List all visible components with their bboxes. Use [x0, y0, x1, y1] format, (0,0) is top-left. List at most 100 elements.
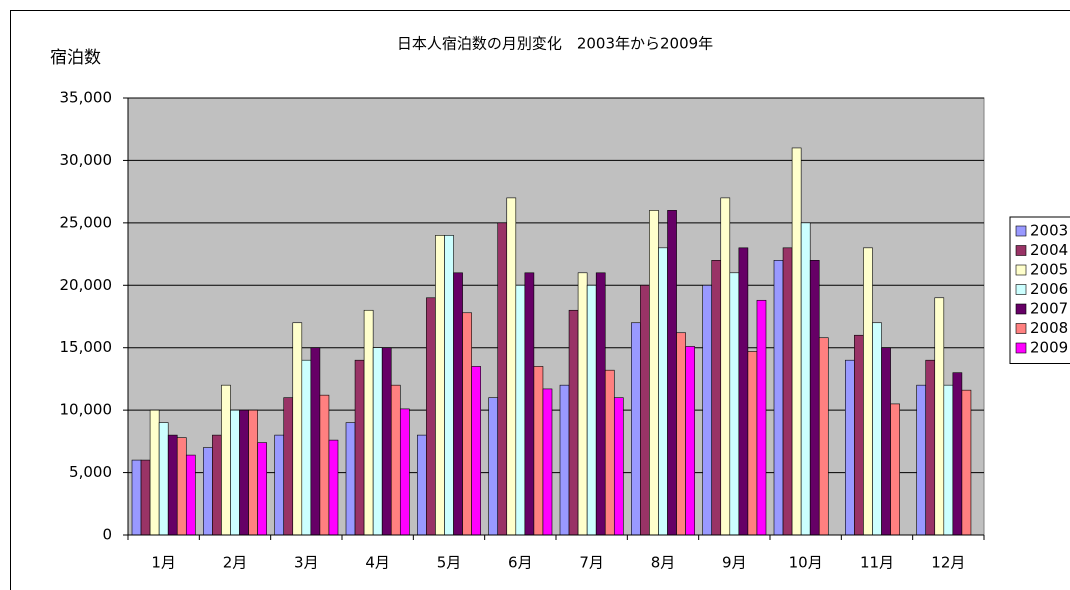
- bar: [319, 394, 330, 536]
- bar: [140, 459, 151, 536]
- legend-label: 2003: [1030, 222, 1068, 240]
- bar: [577, 272, 588, 536]
- bar: [435, 235, 445, 536]
- bar: [559, 384, 570, 536]
- bar: [916, 384, 927, 536]
- legend-swatch: [1015, 323, 1027, 334]
- bar: [462, 312, 472, 536]
- x-tick-label: 3月: [294, 554, 319, 572]
- legend-label: 2009: [1030, 339, 1068, 357]
- legend-swatch: [1015, 225, 1027, 237]
- bar: [506, 197, 517, 536]
- bar: [345, 422, 356, 536]
- bar: [292, 322, 303, 536]
- bar: [809, 260, 820, 536]
- bar: [328, 439, 339, 536]
- bar: [943, 384, 954, 536]
- x-tick-label: 5月: [437, 554, 462, 572]
- x-tick-label: 10月: [789, 554, 823, 572]
- bar: [203, 447, 213, 536]
- bar: [176, 437, 187, 536]
- legend-swatch: [1015, 245, 1027, 256]
- plot-area: [127, 97, 985, 536]
- x-tick-label: 9月: [722, 554, 747, 572]
- y-tick-label: 35,000: [60, 89, 113, 107]
- bar: [890, 403, 900, 536]
- bar: [239, 409, 249, 536]
- bar: [399, 408, 410, 536]
- bar: [845, 359, 855, 536]
- bar: [497, 222, 508, 536]
- bar: [185, 454, 196, 536]
- bar: [854, 334, 864, 536]
- bar: [791, 147, 802, 536]
- bar: [925, 359, 936, 536]
- y-tick-label: 25,000: [60, 213, 113, 231]
- x-tick-label: 2月: [223, 554, 248, 572]
- bar: [417, 434, 427, 536]
- bar: [515, 284, 526, 536]
- bar: [756, 299, 767, 536]
- x-tick-label: 6月: [508, 554, 533, 572]
- bar: [738, 247, 749, 536]
- x-tick-label: 4月: [365, 554, 390, 572]
- bar: [658, 247, 668, 536]
- bar: [372, 347, 383, 536]
- legend-label: 2006: [1030, 280, 1068, 298]
- bar: [283, 397, 294, 536]
- bar: [149, 409, 160, 536]
- legend-label: 2005: [1030, 261, 1068, 279]
- legend-swatch: [1015, 303, 1027, 315]
- y-tick-label: 10,000: [60, 401, 113, 419]
- legend-label: 2007: [1030, 300, 1068, 318]
- chart-title: 日本人宿泊数の月別変化 2003年から2009年: [397, 35, 713, 53]
- bar: [773, 260, 784, 536]
- bar: [568, 309, 579, 536]
- bar: [381, 347, 392, 536]
- y-tick-label: 20,000: [60, 276, 113, 294]
- legend-swatch: [1015, 284, 1027, 295]
- bar: [310, 347, 321, 536]
- y-tick-label: 0: [102, 526, 112, 544]
- legend-label: 2004: [1030, 241, 1068, 259]
- bar: [390, 384, 401, 536]
- bar: [230, 409, 240, 536]
- bar: [649, 210, 659, 536]
- bar: [872, 322, 882, 536]
- bar: [363, 309, 374, 536]
- legend-swatch: [1015, 264, 1027, 276]
- bar: [354, 359, 365, 536]
- bar: [640, 284, 650, 536]
- bar: [257, 442, 267, 536]
- bar: [274, 434, 285, 536]
- bar: [542, 388, 553, 536]
- x-tick-label: 1月: [151, 554, 176, 572]
- bar: [711, 260, 722, 536]
- bar: [720, 197, 731, 536]
- bar: [453, 272, 463, 536]
- legend-swatch: [1015, 342, 1027, 354]
- y-tick-label: 5,000: [69, 463, 112, 481]
- bar: [800, 222, 811, 536]
- bar: [212, 434, 222, 536]
- bar: [533, 366, 544, 536]
- bar: [863, 247, 873, 536]
- bar: [586, 284, 597, 536]
- y-axis-label: 宿泊数: [50, 48, 101, 68]
- bar: [131, 459, 142, 536]
- bar: [667, 210, 677, 536]
- bar: [248, 409, 258, 536]
- bar: [952, 372, 963, 536]
- bar: [702, 284, 713, 536]
- bar: [782, 247, 793, 536]
- y-tick-label: 30,000: [60, 151, 113, 169]
- bar: [158, 422, 169, 536]
- bar: [676, 332, 686, 536]
- bar: [471, 366, 481, 536]
- bar: [961, 389, 972, 536]
- x-tick-label: 11月: [860, 554, 894, 572]
- bar: [747, 351, 758, 536]
- bar: [729, 272, 740, 536]
